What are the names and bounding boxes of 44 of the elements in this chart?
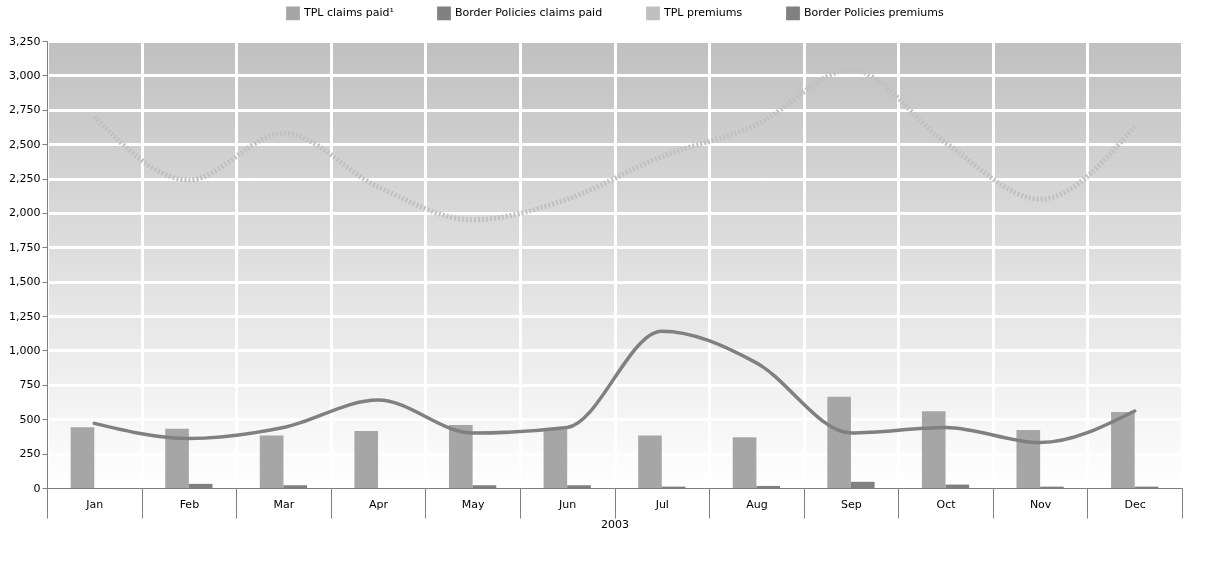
y-tick-label: 1,500	[9, 275, 41, 289]
bar	[259, 435, 284, 488]
x-tick-label: Nov	[1029, 497, 1052, 511]
x-tick-label: Feb	[179, 497, 200, 511]
x-tick-label: Dec	[1124, 497, 1146, 511]
y-tick-label: 1,000	[9, 343, 41, 357]
y-tick-label: 750	[19, 378, 41, 392]
line-series	[92, 329, 1137, 445]
x-tick-label: May	[461, 497, 485, 511]
bar	[1016, 429, 1041, 488]
bar	[921, 411, 946, 488]
y-tick-label: 3,000	[9, 68, 41, 82]
x-tick-label: Aug	[746, 497, 768, 511]
y-tick-label: 1,250	[9, 309, 41, 323]
bar	[448, 425, 473, 488]
bar	[1111, 411, 1135, 488]
y-tick-label: 2,500	[9, 137, 41, 151]
bar	[732, 437, 757, 488]
legend-label: TPL premiums	[663, 6, 743, 20]
y-tick-label: 500	[19, 412, 41, 426]
y-tick-label: 2,750	[9, 103, 41, 117]
bar	[70, 427, 95, 488]
legend-label: Border Policies claims paid	[455, 6, 603, 20]
x-tick-label: Jan	[85, 497, 104, 511]
bar	[543, 429, 568, 488]
x-tick-label: Jul	[654, 497, 669, 511]
bar	[638, 435, 662, 488]
x-tick-label: Oct	[936, 497, 957, 511]
x-tick-label: Sep	[841, 497, 862, 511]
bar	[827, 396, 851, 488]
legend-label: Border Policies premiums	[804, 6, 945, 20]
bar	[165, 428, 189, 488]
bar	[354, 431, 379, 488]
x-tick-label: Mar	[273, 497, 295, 511]
x-tick-label: Apr	[369, 497, 389, 511]
y-tick-label: 2,250	[9, 172, 41, 186]
y-tick-label: 0	[33, 481, 41, 495]
y-tick-label: 2,000	[9, 206, 41, 220]
y-tick-label: 250	[19, 447, 41, 461]
y-tick-label: 1,750	[9, 240, 41, 254]
legend-label: TPL claims paid¹	[303, 6, 394, 20]
x-tick-label: Jun	[558, 497, 577, 511]
x-axis-title: 2003	[601, 518, 629, 531]
y-tick-label: 3,250	[9, 34, 41, 48]
